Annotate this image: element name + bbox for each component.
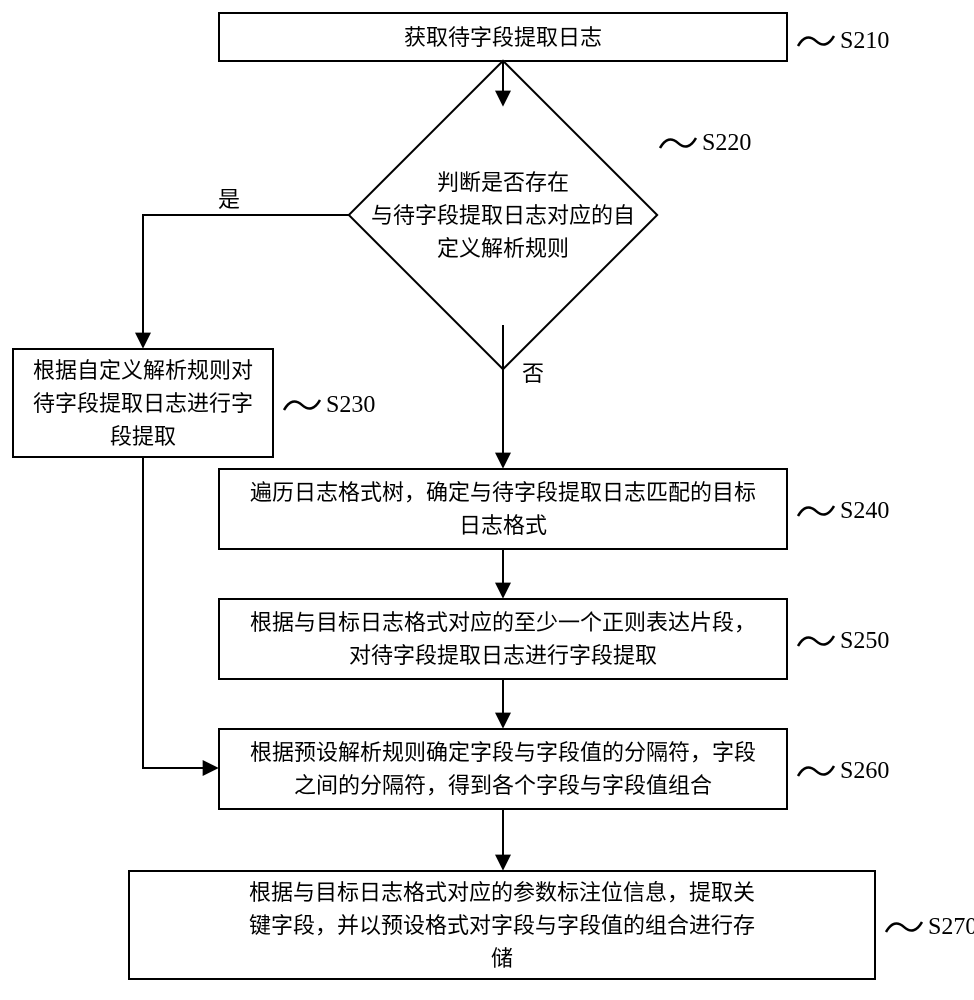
node-s230: 根据自定义解析规则对 待字段提取日志进行字 段提取	[12, 348, 274, 458]
node-s210-text: 获取待字段提取日志	[404, 21, 602, 54]
label-s240: S240	[840, 498, 889, 525]
node-s270: 根据与目标日志格式对应的参数标注位信息，提取关 键字段，并以预设格式对字段与字段…	[128, 870, 876, 980]
node-s250-text: 根据与目标日志格式对应的至少一个正则表达片段， 对待字段提取日志进行字段提取	[250, 606, 756, 672]
label-s270: S270	[928, 914, 974, 941]
tilde-s210	[796, 30, 836, 52]
tilde-s240	[796, 500, 836, 522]
node-s240-text: 遍历日志格式树，确定与待字段提取日志匹配的目标 日志格式	[250, 476, 756, 542]
flowchart-canvas: 获取待字段提取日志 判断是否存在 与待字段提取日志对应的自 定义解析规则 根据自…	[0, 0, 974, 1000]
node-s260-text: 根据预设解析规则确定字段与字段值的分隔符，字段 之间的分隔符，得到各个字段与字段…	[250, 736, 756, 802]
node-s220: 判断是否存在 与待字段提取日志对应的自 定义解析规则	[348, 60, 658, 370]
edge-label-yes: 是	[218, 182, 240, 214]
label-s250: S250	[840, 628, 889, 655]
node-s210: 获取待字段提取日志	[218, 12, 788, 62]
node-s260: 根据预设解析规则确定字段与字段值的分隔符，字段 之间的分隔符，得到各个字段与字段…	[218, 728, 788, 810]
tilde-s230	[282, 394, 322, 416]
node-s270-text: 根据与目标日志格式对应的参数标注位信息，提取关 键字段，并以预设格式对字段与字段…	[249, 876, 755, 975]
label-s220: S220	[702, 130, 751, 157]
label-s260: S260	[840, 758, 889, 785]
edge-label-no: 否	[522, 356, 544, 388]
tilde-s220	[658, 132, 698, 154]
node-s230-text: 根据自定义解析规则对 待字段提取日志进行字 段提取	[33, 354, 253, 453]
node-s240: 遍历日志格式树，确定与待字段提取日志匹配的目标 日志格式	[218, 468, 788, 550]
node-s250: 根据与目标日志格式对应的至少一个正则表达片段， 对待字段提取日志进行字段提取	[218, 598, 788, 680]
node-s220-text: 判断是否存在 与待字段提取日志对应的自 定义解析规则	[371, 166, 635, 265]
tilde-s270	[884, 916, 924, 938]
label-s230: S230	[326, 392, 375, 419]
label-s210: S210	[840, 28, 889, 55]
tilde-s260	[796, 760, 836, 782]
tilde-s250	[796, 630, 836, 652]
